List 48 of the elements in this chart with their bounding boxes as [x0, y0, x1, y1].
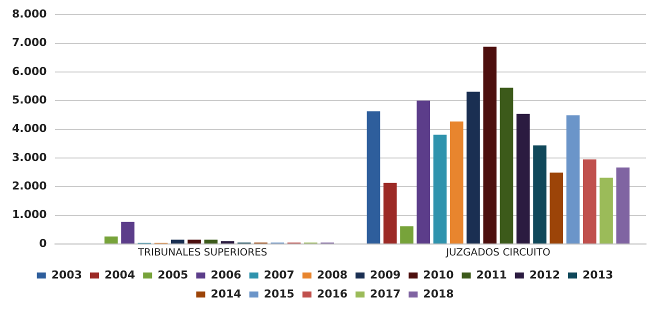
y-tick-label: 8.000 — [12, 7, 48, 20]
legend-label: 2014 — [210, 287, 242, 300]
legend-label: 2016 — [316, 287, 348, 300]
bar — [400, 226, 414, 244]
y-tick-label: 0 — [39, 236, 48, 250]
x-tick-label: JUZGADOS CIRCUITO — [445, 248, 550, 259]
bar — [366, 111, 380, 244]
legend-label: 2012 — [529, 268, 560, 282]
legend-label: 2011 — [476, 268, 507, 282]
bar — [533, 145, 546, 244]
bar — [550, 172, 564, 244]
bar — [383, 182, 397, 244]
bar — [450, 122, 464, 244]
bar — [121, 222, 134, 244]
y-tick-label: 5.000 — [12, 93, 48, 106]
bar — [600, 178, 613, 244]
bar — [204, 240, 218, 244]
legend-label: 2004 — [104, 268, 136, 282]
bar — [616, 167, 630, 244]
legend-label: 2015 — [264, 287, 294, 300]
legend-label: 2003 — [51, 268, 82, 282]
legend-label: 2009 — [370, 268, 401, 282]
bar — [188, 240, 201, 244]
bar — [416, 100, 430, 244]
legend-label: 2010 — [423, 268, 454, 282]
bar — [500, 88, 514, 244]
y-tick-label: 1.000 — [12, 208, 48, 222]
legend-label: 2018 — [423, 287, 454, 300]
legend-label: 2005 — [158, 268, 188, 282]
bar — [433, 134, 447, 244]
legend-label: 2017 — [370, 287, 401, 300]
legend-label: 2007 — [264, 268, 294, 282]
legend-label: 2008 — [316, 268, 348, 282]
bar — [483, 46, 497, 244]
legend-label: 2006 — [210, 268, 242, 282]
bar — [583, 159, 596, 244]
bar — [104, 236, 118, 244]
x-tick-label: TRIBUNALES SUPERIORES — [136, 248, 268, 259]
y-tick-label: 4.000 — [12, 122, 48, 136]
legend-label: 2013 — [582, 268, 614, 282]
bar — [566, 115, 580, 244]
y-tick-label: 7.000 — [12, 36, 48, 50]
bar — [171, 240, 184, 244]
bar — [466, 92, 480, 244]
bar — [516, 114, 530, 244]
y-tick-label: 3.000 — [12, 150, 48, 164]
y-tick-label: 2.000 — [12, 180, 48, 193]
y-tick-label: 6.000 — [12, 64, 48, 78]
